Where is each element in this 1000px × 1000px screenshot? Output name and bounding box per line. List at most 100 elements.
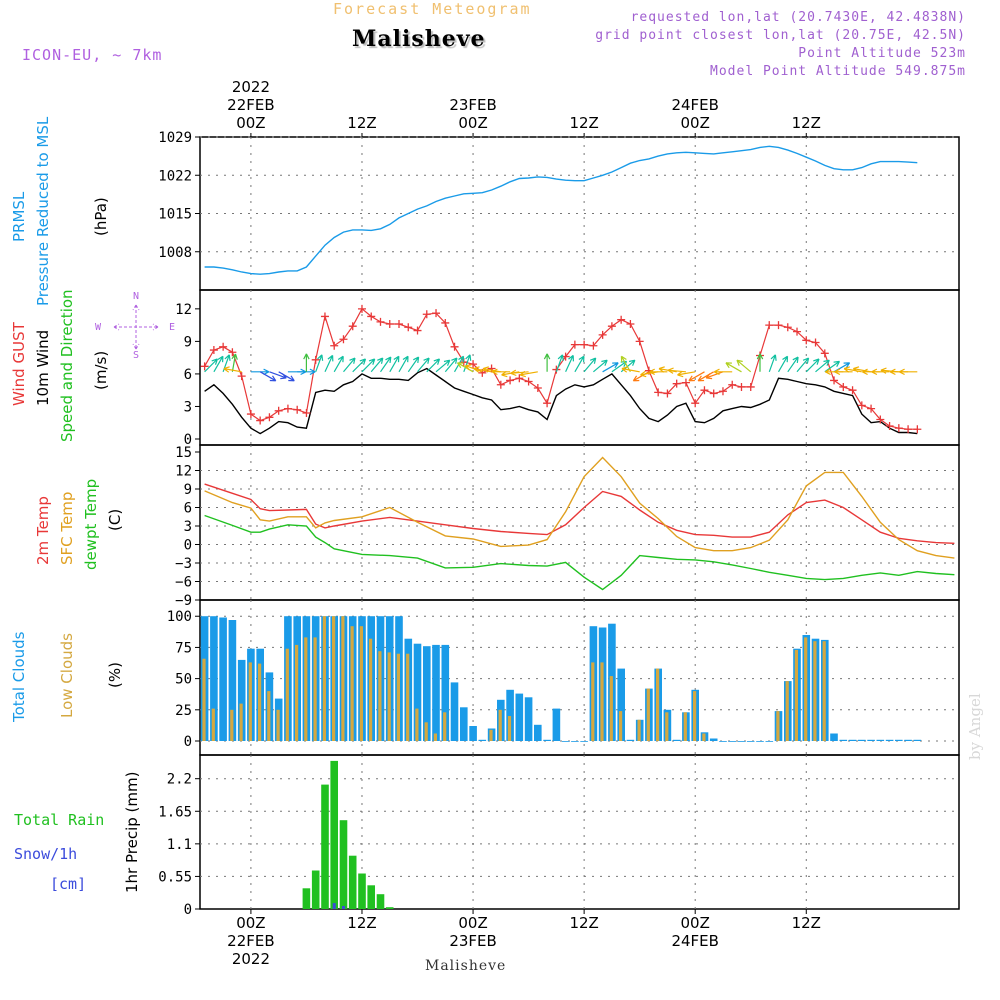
- cloud-low-bar: [813, 641, 817, 741]
- gust-marker: [432, 309, 441, 318]
- y-tick-label: 6: [184, 367, 192, 383]
- gust-marker: [607, 322, 616, 331]
- bottom-axis-label: 12Z: [569, 914, 598, 932]
- wind-dir-arrow: [361, 358, 376, 373]
- gust-marker: [367, 312, 376, 321]
- cloud-total-bar: [432, 644, 440, 741]
- cloud-total-bar: [543, 739, 551, 741]
- y-tick-label: 75: [175, 640, 192, 656]
- wind-gust-line: [204, 307, 918, 430]
- precip-snow-bar: [332, 903, 336, 909]
- wind-dir-arrow: [370, 357, 384, 373]
- gust-marker: [219, 342, 228, 351]
- gust-marker: [228, 348, 237, 357]
- precip-rain-bar: [385, 907, 394, 909]
- gust-marker: [357, 304, 366, 313]
- cloud-total-bar: [848, 739, 857, 741]
- y-tick-label: 9: [184, 482, 192, 498]
- gust-marker: [654, 388, 663, 397]
- cloud-low-bar: [656, 668, 660, 741]
- cloud-total-bar: [709, 738, 718, 741]
- wind-dir-arrow: [787, 356, 799, 373]
- y-tick-label: 1008: [158, 245, 192, 261]
- gust-marker: [765, 321, 774, 330]
- cloud-total-bar: [515, 693, 524, 741]
- wind-dir-arrow: [593, 359, 608, 373]
- cloud-low-bar: [378, 651, 382, 741]
- cloud-low-bar: [646, 688, 650, 741]
- gust-marker: [293, 405, 302, 414]
- gust-marker: [709, 389, 718, 398]
- wind-dir-arrow: [768, 354, 777, 373]
- top-axis-label: 00Z: [236, 114, 265, 132]
- wind-dir-arrow: [574, 355, 585, 373]
- cloud-total-bar: [506, 689, 514, 741]
- cloud-low-bar: [406, 653, 410, 741]
- bottom-axis-label: 23FEB: [449, 932, 496, 950]
- precip-rain-bar: [339, 820, 348, 909]
- cloud-low-bar: [304, 637, 308, 741]
- wind-label-10m: 10m Wind: [34, 330, 52, 406]
- temp-unit: (C): [106, 509, 124, 531]
- cloud-total-bar: [450, 682, 459, 741]
- y-tick-label: 3: [184, 399, 192, 415]
- precip-rain-bar: [302, 888, 311, 909]
- cloud-low-bar: [609, 676, 613, 741]
- wind-dir-arrow: [426, 358, 441, 373]
- wind-dir-arrow: [756, 353, 764, 372]
- wind-dir-arrow: [824, 360, 841, 373]
- wind-dir-arrow: [380, 356, 392, 373]
- cloud-total-bar: [867, 739, 875, 741]
- cloud-total-bar: [876, 739, 885, 741]
- gust-marker: [617, 315, 626, 324]
- gust-marker: [635, 337, 644, 346]
- y-tick-label: 6: [184, 501, 192, 517]
- cloud-label-low: Low Clouds: [58, 633, 76, 718]
- y-tick-label: 2.2: [167, 772, 192, 788]
- gust-marker: [237, 372, 246, 381]
- gust-marker: [700, 386, 709, 395]
- bottom-axis-label: 24FEB: [671, 932, 718, 950]
- y-tick-label: 1.1: [167, 837, 192, 853]
- cloud-total-bar: [719, 741, 727, 742]
- cloud-low-bar: [369, 638, 373, 741]
- cloud-low-bar: [665, 712, 669, 741]
- cloud-total-bar: [895, 739, 903, 741]
- bottom-axis-label: 00Z: [236, 914, 265, 932]
- pressure-line: [204, 145, 918, 275]
- cloud-total-bar: [423, 646, 431, 741]
- wind-dir-arrow: [621, 366, 640, 373]
- gust-marker: [274, 406, 283, 415]
- gust-marker: [209, 346, 218, 355]
- gust-marker: [413, 326, 422, 335]
- gust-marker: [469, 360, 478, 369]
- gust-marker: [598, 330, 607, 339]
- wind-dir-arrow: [398, 355, 409, 373]
- wind-dir-arrow: [352, 358, 367, 373]
- cloud-total-bar: [210, 616, 218, 741]
- cloud-total-bar: [626, 739, 635, 741]
- temp-sfc-line: [204, 456, 955, 559]
- wind-dir-arrow: [543, 353, 551, 372]
- cloud-total-bar: [228, 620, 237, 741]
- wind-label-dir: Speed and Direction: [58, 289, 76, 442]
- wind-dir-arrow: [333, 355, 344, 373]
- cloud-low-bar: [295, 644, 299, 741]
- wind-dir-arrow: [435, 359, 451, 373]
- wind-dir-arrow: [324, 354, 334, 373]
- top-axis-label: 2022: [232, 78, 270, 96]
- top-axis-label: 00Z: [681, 114, 710, 132]
- cloud-low-bar: [498, 709, 502, 741]
- y-tick-label: −9: [175, 593, 192, 609]
- y-tick-label: 0: [184, 432, 192, 448]
- gust-marker: [793, 327, 802, 336]
- cloud-total-bar: [478, 739, 487, 741]
- gust-marker: [311, 355, 320, 364]
- cloud-low-bar: [202, 658, 206, 741]
- gust-marker: [533, 384, 542, 393]
- cloud-low-bar: [683, 712, 687, 741]
- wind-dir-arrow: [736, 359, 752, 373]
- wind-dir-arrow: [278, 371, 295, 382]
- cloud-total-bar: [561, 741, 570, 742]
